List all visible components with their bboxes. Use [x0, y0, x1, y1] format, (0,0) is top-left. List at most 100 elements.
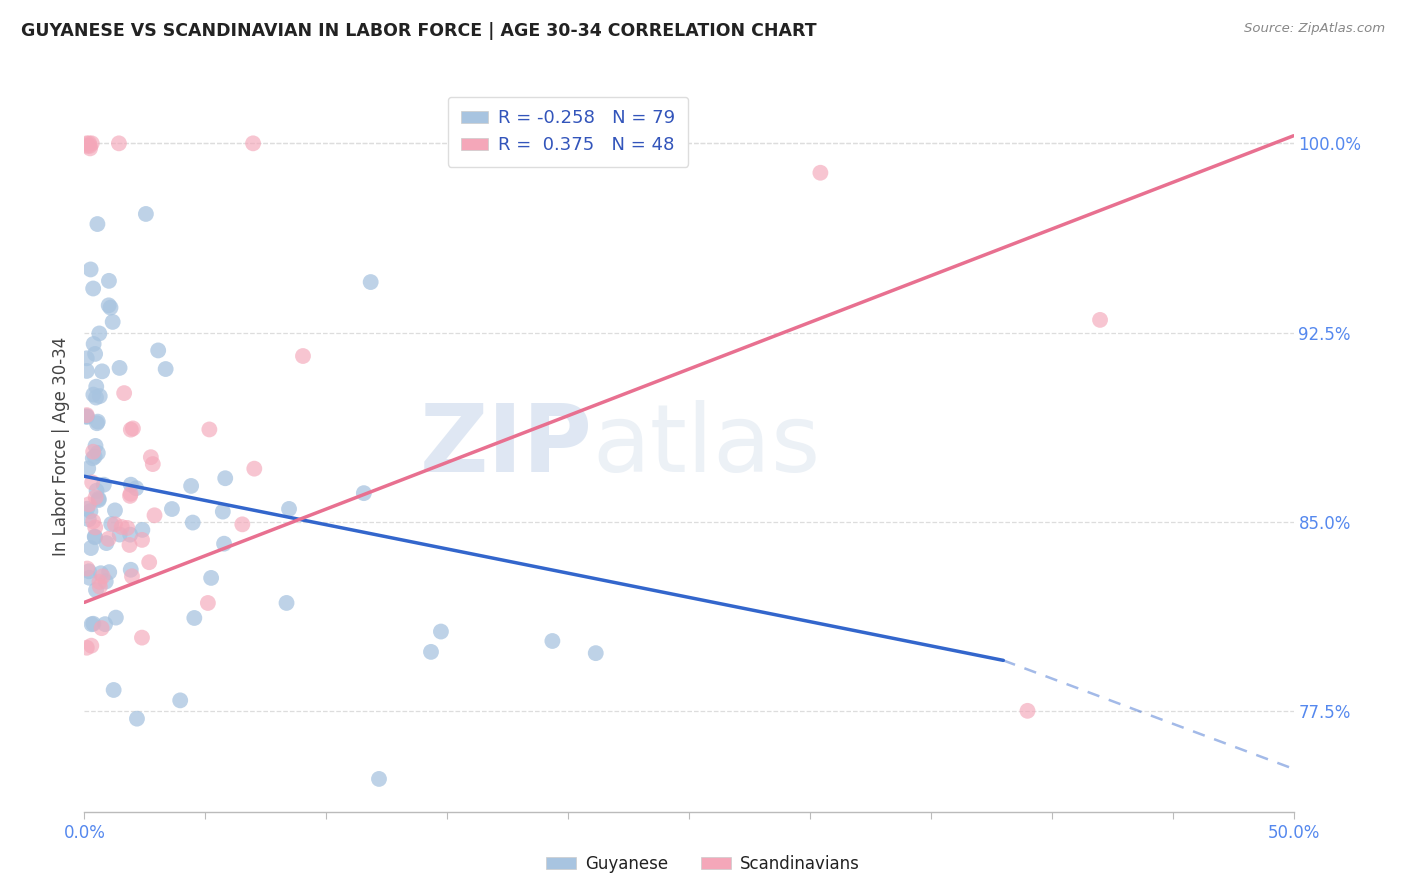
Point [120, 563, 142, 577]
Point [77, 564, 100, 578]
Point [135, 207, 157, 221]
Point [120, 423, 142, 437]
Point [100, 301, 122, 315]
Point [82, 475, 104, 490]
Text: Source: ZipAtlas.com: Source: ZipAtlas.com [1244, 22, 1385, 36]
Point [89, 389, 111, 403]
Point [120, 477, 142, 491]
Point [90, 566, 112, 581]
Text: GUYANESE VS SCANDINAVIAN IN LABOR FORCE | AGE 30-34 CORRELATION CHART: GUYANESE VS SCANDINAVIAN IN LABOR FORCE … [21, 22, 817, 40]
Point [76, 364, 98, 378]
Point [89, 326, 111, 341]
Point [108, 527, 131, 541]
Point [291, 349, 314, 363]
Point [84, 520, 107, 534]
Point [117, 521, 139, 535]
Point [139, 450, 162, 465]
Point [211, 505, 233, 519]
Point [87, 446, 110, 460]
Point [84, 439, 107, 453]
Point [89, 574, 111, 589]
Point [82, 514, 104, 528]
Point [541, 634, 564, 648]
Point [79, 571, 101, 585]
Point [197, 596, 219, 610]
Point [420, 645, 443, 659]
Point [87, 415, 110, 429]
Point [108, 360, 131, 375]
Point [90, 621, 112, 635]
Point [76, 501, 98, 516]
Point [148, 343, 170, 358]
Point [80, 541, 103, 555]
Point [91, 569, 114, 583]
Point [97, 532, 120, 546]
Point [155, 362, 177, 376]
Point [212, 537, 235, 551]
Point [430, 624, 453, 639]
Point [79, 262, 101, 277]
Point [214, 471, 236, 485]
Point [104, 517, 127, 532]
Legend: Guyanese, Scandinavians: Guyanese, Scandinavians [540, 848, 866, 880]
Point [112, 386, 135, 401]
Point [76, 136, 98, 151]
Point [87, 491, 110, 506]
Point [76, 640, 98, 655]
Point [86, 416, 108, 430]
Point [103, 683, 125, 698]
Point [84, 347, 107, 361]
Point [82, 281, 104, 295]
Point [353, 486, 375, 500]
Point [87, 493, 110, 508]
Point [77, 136, 100, 151]
Point [160, 502, 183, 516]
Point [76, 139, 98, 153]
Point [231, 517, 253, 532]
Point [243, 461, 266, 475]
Point [76, 409, 98, 424]
Point [93, 477, 115, 491]
Point [76, 351, 98, 366]
Point [84, 530, 107, 544]
Point [79, 141, 101, 155]
Point [86, 217, 108, 231]
Point [83, 337, 105, 351]
Point [121, 569, 143, 583]
Point [118, 538, 141, 552]
Point [84, 491, 107, 505]
Point [120, 487, 142, 501]
Text: atlas: atlas [592, 400, 821, 492]
Point [360, 275, 382, 289]
Point [181, 516, 204, 530]
Point [138, 555, 160, 569]
Point [111, 520, 134, 534]
Point [242, 136, 264, 151]
Point [82, 387, 104, 401]
Point [180, 479, 202, 493]
Point [82, 444, 104, 458]
Y-axis label: In Labor Force | Age 30-34: In Labor Force | Age 30-34 [52, 336, 70, 556]
Point [80, 617, 103, 632]
Point [131, 523, 153, 537]
Point [200, 571, 222, 585]
Point [80, 639, 103, 653]
Point [96, 536, 118, 550]
Point [86, 483, 108, 498]
Point [83, 450, 105, 464]
Point [80, 136, 103, 151]
Point [131, 533, 153, 547]
Point [142, 457, 165, 471]
Point [122, 421, 145, 435]
Point [91, 364, 114, 378]
Point [808, 166, 831, 180]
Point [76, 409, 98, 424]
Point [77, 497, 100, 511]
Point [125, 712, 148, 726]
Point [278, 502, 301, 516]
Point [83, 529, 105, 543]
Point [76, 408, 98, 422]
Point [89, 580, 111, 594]
Point [82, 451, 104, 466]
Point [97, 298, 120, 312]
